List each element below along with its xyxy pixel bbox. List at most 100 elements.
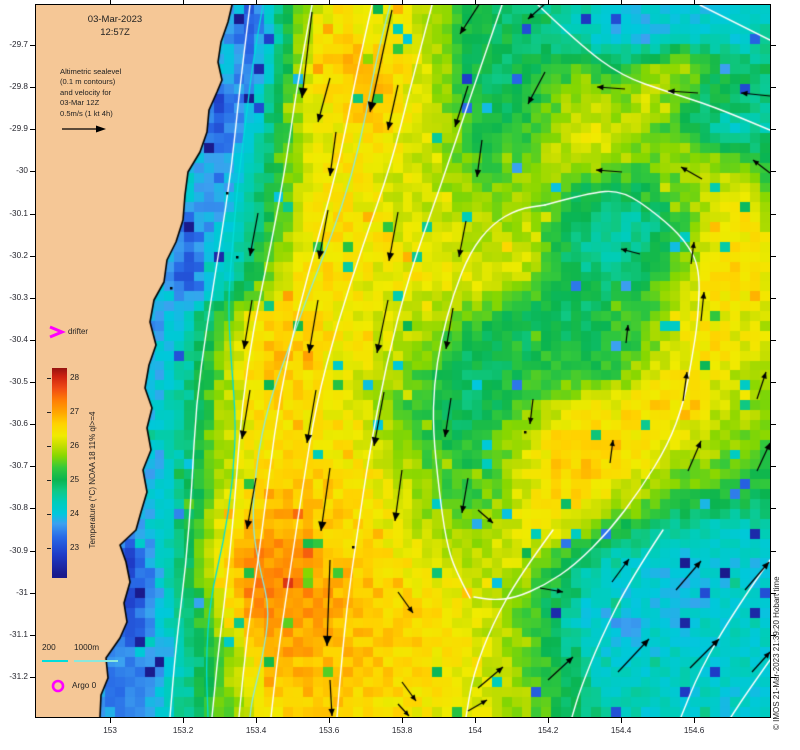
axis-tick-mark (30, 171, 35, 173)
colorbar-tick-mark (47, 547, 51, 549)
axis-tick-mark (621, 718, 623, 723)
x-axis-tick-label: 153.6 (318, 726, 340, 735)
axis-tick-mark (30, 466, 35, 468)
axis-tick-mark (771, 45, 776, 47)
y-axis-tick-label: -30.2 (9, 250, 28, 260)
colorbar-tick-label: 24 (70, 508, 80, 518)
isobath-200-swatch (42, 660, 68, 662)
drifter-arrow-icon (49, 325, 66, 339)
axis-tick-mark (771, 339, 776, 341)
drifter-label: drifter (68, 327, 88, 336)
x-axis-tick-label: 154.2 (537, 726, 559, 735)
altimetry-annotation: Altimetric sealevel (0.1 m contours) and… (60, 67, 180, 119)
axis-tick-mark (329, 0, 331, 5)
sst-heatmap-canvas (36, 5, 770, 717)
axis-tick-mark (30, 382, 35, 384)
colorbar-tick-label: 28 (70, 373, 80, 383)
colorbar-tick-mark (47, 445, 51, 447)
y-axis-tick-label: -29.8 (9, 82, 28, 92)
x-axis-tick-label: 154.4 (610, 726, 632, 735)
y-axis-tick-label: -30.6 (9, 419, 28, 429)
y-axis-tick-label: -30.3 (9, 292, 28, 302)
axis-tick-mark (329, 718, 331, 723)
axis-tick-mark (402, 718, 404, 723)
axis-tick-mark (548, 718, 550, 723)
axis-tick-mark (30, 255, 35, 257)
axis-tick-mark (621, 0, 623, 5)
axis-tick-mark (771, 382, 776, 384)
annotation-line: (0.1 m contours) (60, 77, 116, 87)
y-axis-tick-label: -30.5 (9, 377, 28, 387)
colorbar-tick-mark (47, 378, 51, 380)
axis-tick-mark (402, 0, 404, 5)
axis-tick-mark (771, 255, 776, 257)
colorbar-title: Temperature (°C) NOAA 18 11% ql>=4 (88, 411, 97, 549)
imos-credit: © IMOS 21-Mar-2023 21:39:20 Hobart time (772, 576, 781, 730)
annotation-line: Altimetric sealevel (60, 67, 122, 76)
axis-tick-mark (771, 634, 776, 636)
y-axis-tick-label: -29.7 (9, 40, 28, 50)
axis-tick-mark (771, 129, 776, 131)
annotation-line: 03-Mar 12Z (60, 98, 100, 108)
colorbar-tick-mark (47, 513, 51, 515)
y-axis-tick-label: -31.2 (9, 671, 28, 681)
axis-tick-mark (475, 718, 477, 723)
axis-tick-mark (771, 213, 776, 215)
axis-tick-mark (110, 718, 112, 723)
argo-float-icon (51, 679, 65, 693)
colorbar-tick-label: 26 (70, 440, 80, 450)
axis-tick-mark (771, 424, 776, 426)
y-axis-tick-label: -30.9 (9, 545, 28, 555)
axis-tick-mark (30, 592, 35, 594)
axis-tick-mark (771, 550, 776, 552)
colorbar-tick-label: 25 (70, 474, 80, 484)
axis-tick-mark (30, 676, 35, 678)
axis-tick-mark (110, 0, 112, 5)
axis-tick-mark (30, 634, 35, 636)
axis-tick-mark (771, 466, 776, 468)
axis-tick-mark (30, 297, 35, 299)
axis-tick-mark (30, 87, 35, 89)
map-time: 12:57Z (100, 27, 130, 38)
colorbar-tick-mark (47, 412, 51, 414)
date-block: 03-Mar-2023 12:57Z (60, 13, 170, 39)
axis-tick-mark (30, 213, 35, 215)
x-axis-tick-label: 154.6 (683, 726, 705, 735)
axis-tick-mark (183, 0, 185, 5)
isobath-200-label: 200 (42, 643, 56, 652)
axis-tick-mark (475, 0, 477, 5)
isobath-1000-swatch (74, 660, 118, 662)
annotation-line: and velocity for (60, 87, 112, 97)
axis-tick-mark (771, 297, 776, 299)
isobath-1000-label: 1000m (74, 643, 100, 652)
axis-tick-mark (771, 87, 776, 89)
axis-tick-mark (771, 592, 776, 594)
y-axis-tick-label: -30.4 (9, 334, 28, 344)
colorbar-tick-label: 27 (70, 407, 80, 417)
axis-tick-mark (30, 550, 35, 552)
axis-tick-mark (30, 424, 35, 426)
axis-tick-mark (183, 718, 185, 723)
x-axis-tick-label: 153 (103, 726, 117, 735)
x-axis-tick-label: 153.8 (391, 726, 413, 735)
x-axis-tick-label: 153.4 (245, 726, 267, 735)
axis-tick-mark (771, 171, 776, 173)
colorbar-tick-label: 23 (70, 542, 80, 552)
y-axis-tick-label: -30.1 (9, 208, 28, 218)
argo-label: Argo 0 (72, 681, 97, 690)
x-axis-tick-label: 154 (468, 726, 482, 735)
colorbar-tick-mark (47, 479, 51, 481)
temperature-colorbar (52, 368, 67, 578)
axis-tick-mark (256, 0, 258, 5)
axis-tick-mark (30, 45, 35, 47)
map-plot-area: 03-Mar-2023 12:57Z Altimetric sealevel (… (35, 4, 771, 718)
y-axis-tick-label: -31.1 (9, 629, 28, 639)
axis-tick-mark (771, 508, 776, 510)
y-axis-tick-label: -30.8 (9, 503, 28, 513)
axis-tick-mark (30, 508, 35, 510)
y-axis-tick-label: -31 (16, 587, 28, 597)
y-axis-tick-label: -29.9 (9, 124, 28, 134)
annotation-line: 0.5m/s (1 kt 4h) (60, 108, 113, 118)
x-axis-tick-label: 153.2 (172, 726, 194, 735)
